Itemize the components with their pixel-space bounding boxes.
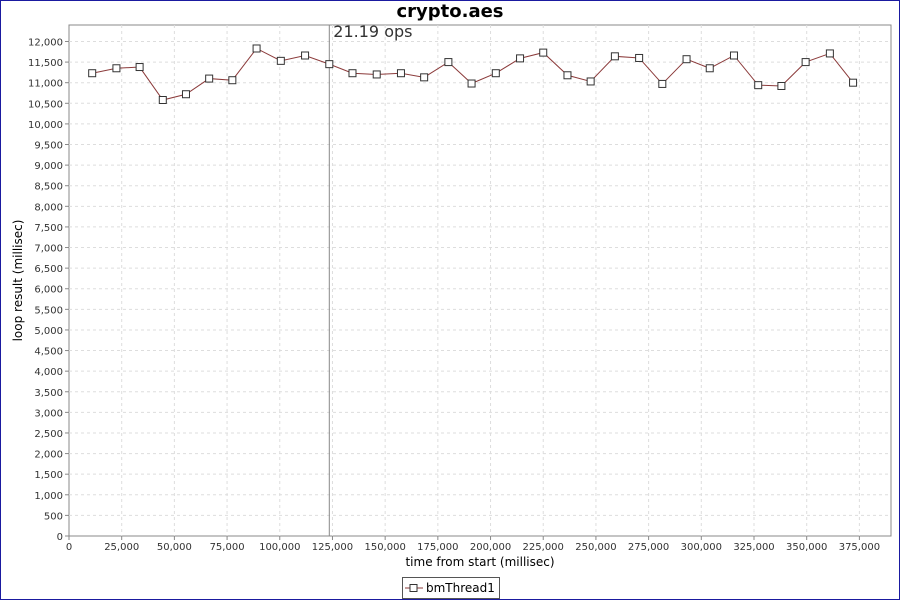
- data-point: [754, 81, 763, 90]
- y-tick-label: 9,000: [34, 161, 63, 172]
- y-tick-label: 3,000: [34, 408, 63, 419]
- legend-marker-icon: [405, 584, 423, 592]
- x-axis: 0 25,000 50,000 75,000 100,000 125,000 150,000…: [66, 536, 880, 553]
- y-tick-label: 3,500: [34, 388, 63, 399]
- x-tick-label: 200,000: [470, 542, 511, 553]
- y-tick-label: 1,000: [34, 491, 63, 502]
- y-tick-label: 11,500: [28, 58, 63, 69]
- y-tick-label: 500: [44, 511, 63, 522]
- legend-label: bmThread1: [426, 581, 495, 595]
- data-point: [396, 69, 405, 78]
- data-point: [88, 69, 97, 78]
- x-tick-label: 150,000: [364, 542, 405, 553]
- x-tick-label: 100,000: [259, 542, 300, 553]
- marker-label: 21.19 ops: [333, 22, 412, 41]
- data-point: [158, 96, 167, 105]
- y-tick-label: 5,000: [34, 326, 63, 337]
- data-point: [491, 69, 500, 78]
- y-tick-label: 8,000: [34, 202, 63, 213]
- x-tick-label: 75,000: [210, 542, 245, 553]
- y-tick-label: 8,500: [34, 182, 63, 193]
- data-point: [801, 58, 810, 67]
- x-tick-label: 250,000: [575, 542, 616, 553]
- data-point: [729, 51, 738, 60]
- data-point: [467, 79, 476, 88]
- data-point: [586, 77, 595, 86]
- y-tick-label: 6,000: [34, 285, 63, 296]
- data-point: [539, 48, 548, 57]
- series-bmThread1: [88, 44, 858, 105]
- y-tick-label: 4,000: [34, 367, 63, 378]
- data-point: [777, 81, 786, 90]
- y-tick-label: 6,500: [34, 264, 63, 275]
- y-tick-label: 12,000: [28, 37, 63, 48]
- y-tick-label: 4,500: [34, 347, 63, 358]
- y-tick-label: 2,000: [34, 450, 63, 461]
- x-axis-label: time from start (millisec): [405, 555, 554, 569]
- data-point: [112, 64, 121, 73]
- x-tick-label: 0: [66, 542, 72, 553]
- x-tick-label: 375,000: [839, 542, 880, 553]
- data-point: [372, 70, 381, 79]
- y-tick-label: 10,000: [28, 120, 63, 131]
- y-tick-label: 7,500: [34, 223, 63, 234]
- x-tick-label: 300,000: [681, 542, 722, 553]
- data-point: [252, 44, 261, 53]
- y-tick-label: 2,500: [34, 429, 63, 440]
- data-point: [682, 55, 691, 64]
- data-point: [301, 51, 310, 60]
- y-tick-label: 5,500: [34, 305, 63, 316]
- data-point: [420, 73, 429, 82]
- y-tick-label: 1,500: [34, 470, 63, 481]
- chart-title: crypto.aes: [396, 1, 504, 22]
- data-point: [181, 90, 190, 99]
- data-point: [849, 78, 858, 87]
- y-tick-label: 7,000: [34, 244, 63, 255]
- data-point: [276, 56, 285, 65]
- legend: bmThread1: [402, 577, 500, 599]
- y-tick-label: 9,500: [34, 141, 63, 152]
- y-tick-label: 0: [57, 532, 63, 543]
- data-point: [516, 54, 525, 63]
- data-point: [135, 63, 144, 72]
- x-tick-label: 50,000: [157, 542, 192, 553]
- grid: [69, 25, 891, 536]
- data-point: [228, 76, 237, 85]
- y-axis: 0 500 1,000 1,500 2,000 2,500 3,000 3,500 4,000 4…: [28, 37, 69, 543]
- x-tick-label: 25,000: [104, 542, 139, 553]
- x-tick-label: 175,000: [417, 542, 458, 553]
- data-point: [444, 58, 453, 67]
- data-point: [563, 71, 572, 80]
- plot-area: [68, 24, 892, 537]
- data-point: [635, 53, 644, 62]
- x-tick-label: 275,000: [628, 542, 669, 553]
- data-point: [348, 69, 357, 78]
- y-tick-label: 10,500: [28, 99, 63, 110]
- x-tick-label: 325,000: [733, 542, 774, 553]
- x-tick-label: 125,000: [312, 542, 353, 553]
- data-point: [610, 52, 619, 61]
- y-tick-label: 11,000: [28, 79, 63, 90]
- data-point: [658, 79, 667, 88]
- data-point: [825, 49, 834, 58]
- x-tick-label: 225,000: [523, 542, 564, 553]
- data-point: [705, 64, 714, 73]
- y-axis-label: loop result (millisec): [11, 220, 25, 342]
- data-point: [325, 60, 334, 69]
- x-tick-label: 350,000: [786, 542, 827, 553]
- data-point: [205, 74, 214, 83]
